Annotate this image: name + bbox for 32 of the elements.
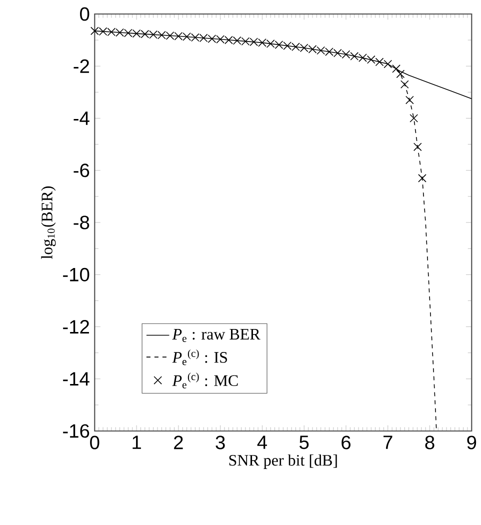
point [410,114,418,122]
x-tick-label: 2 [174,436,183,450]
x-tick-label: 4 [257,436,267,449]
y-tick-label: -4 [74,112,90,125]
point [405,96,414,104]
point [400,80,409,89]
point [396,70,405,78]
legend-label: P$_{e}$$^{(c)}$ : IS [172,349,227,366]
y-tick-label: -14 [63,372,90,386]
x-tick-label: 0 [90,436,100,450]
y-axis-title: log$_{10}$(BER) [41,186,56,259]
line-series [94,30,472,100]
point [418,174,426,182]
x-tick-label: 1 [132,436,141,449]
point [392,64,400,73]
y-tick-label: -10 [63,268,90,282]
x-tick-label: 5 [300,436,309,450]
y-tick-label: -16 [63,424,90,438]
x-tick-label: 8 [425,436,434,450]
y-tick-label: 0 [80,7,90,21]
y-tick-label: -6 [74,164,90,178]
x-tick-label: 6 [342,436,350,450]
legend-label: P$_{e}$$^{(c)}$ : MC [172,372,238,388]
y-tick-label: -12 [63,320,89,334]
x-tick-label: 3 [216,436,225,450]
y-tick-label: -8 [74,216,90,230]
x-tick-label: 9 [467,436,476,450]
x-axis-title: SNR per bit [dB] [229,454,337,469]
x-tick-label: 7 [384,436,392,449]
point [413,142,422,152]
legend-label: P$_{e}$ : raw BER [172,328,260,342]
y-tick-label: -2 [74,59,89,73]
